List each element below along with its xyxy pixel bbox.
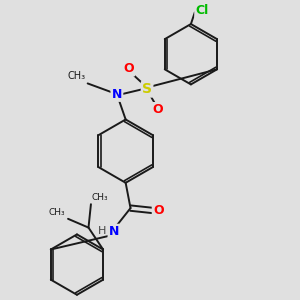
Text: O: O <box>123 62 134 75</box>
Text: CH₃: CH₃ <box>92 193 109 202</box>
Text: H: H <box>98 226 106 236</box>
Text: CH₃: CH₃ <box>48 208 64 217</box>
Text: N: N <box>109 225 119 238</box>
Text: O: O <box>152 103 163 116</box>
Text: N: N <box>112 88 122 101</box>
Text: O: O <box>153 204 164 217</box>
Text: CH₃: CH₃ <box>67 71 85 81</box>
Text: Cl: Cl <box>196 4 209 17</box>
Text: S: S <box>142 82 152 96</box>
